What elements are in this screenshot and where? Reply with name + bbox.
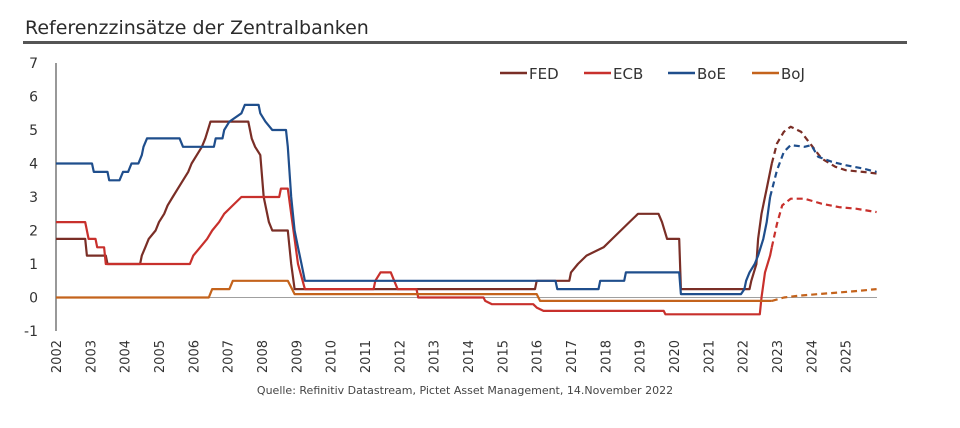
source-note: Quelle: Refinitiv Datastream, Pictet Ass… — [256, 384, 674, 397]
legend-label: BoE — [697, 65, 726, 83]
y-tick-label: 6 — [29, 90, 38, 106]
x-tick-label: 2025 — [840, 340, 855, 373]
series-ecb — [56, 187, 877, 316]
ecb-forecast-line — [770, 197, 877, 248]
y-tick-label: 1 — [29, 257, 38, 273]
boj-actual-line — [56, 279, 772, 302]
legend-item-fed: FED — [500, 65, 559, 83]
ecb-actual-line — [56, 187, 773, 316]
legend: FED ECB BoE BoJ — [500, 65, 805, 83]
x-tick-label: 2020 — [668, 340, 683, 373]
x-tick-label: 2005 — [153, 340, 168, 373]
y-tick-label: 4 — [29, 157, 38, 173]
x-tick-label: 2015 — [496, 340, 511, 373]
y-tick-label: 2 — [29, 224, 38, 240]
y-tick-label: 7 — [29, 56, 38, 72]
y-tick-label: -1 — [24, 324, 38, 340]
series-fed — [56, 120, 877, 291]
y-axis-ticks: 7 6 5 4 3 2 1 0 -1 — [24, 56, 38, 340]
legend-label: BoJ — [781, 65, 805, 83]
x-tick-label: 2023 — [771, 340, 786, 373]
title-underline — [23, 41, 907, 44]
axes — [55, 63, 877, 331]
legend-item-ecb: ECB — [584, 65, 643, 83]
boe-forecast-line — [769, 144, 877, 198]
legend-label: ECB — [613, 65, 643, 83]
x-tick-label: 2008 — [256, 340, 271, 373]
x-tick-label: 2013 — [428, 340, 443, 373]
x-tick-label: 2007 — [222, 340, 237, 373]
x-tick-label: 2014 — [462, 340, 477, 373]
x-axis-ticks: 2002 2003 2004 2005 2006 2007 2008 2009 2010 2011… — [50, 340, 855, 373]
x-tick-label: 2017 — [565, 340, 580, 373]
x-tick-label: 2011 — [359, 340, 374, 373]
x-tick-label: 2010 — [325, 340, 340, 373]
x-tick-label: 2021 — [702, 340, 717, 373]
y-tick-label: 0 — [29, 291, 38, 307]
series-boj — [56, 279, 877, 302]
fed-actual-line — [56, 120, 773, 291]
boe-actual-line — [56, 103, 772, 296]
x-tick-label: 2016 — [531, 340, 546, 373]
boj-forecast-line — [771, 288, 877, 302]
fed-forecast-line — [770, 125, 877, 175]
y-tick-label: 3 — [29, 190, 38, 206]
x-tick-label: 2006 — [187, 340, 202, 373]
x-tick-label: 2022 — [737, 340, 752, 373]
x-tick-label: 2009 — [290, 340, 305, 373]
legend-item-boj: BoJ — [752, 65, 805, 83]
x-tick-label: 2018 — [599, 340, 614, 373]
x-tick-label: 2024 — [805, 340, 820, 373]
x-tick-label: 2019 — [634, 340, 649, 373]
legend-item-boe: BoE — [668, 65, 726, 83]
series-lines — [56, 103, 877, 316]
legend-label: FED — [529, 65, 559, 83]
x-tick-label: 2003 — [84, 340, 99, 373]
x-tick-label: 2002 — [50, 340, 65, 373]
x-tick-label: 2004 — [119, 340, 134, 373]
series-boe — [56, 103, 877, 296]
chart-title: Referenzzinsätze der Zentralbanken — [25, 17, 369, 39]
y-tick-label: 5 — [29, 123, 38, 139]
x-tick-label: 2012 — [393, 340, 408, 373]
